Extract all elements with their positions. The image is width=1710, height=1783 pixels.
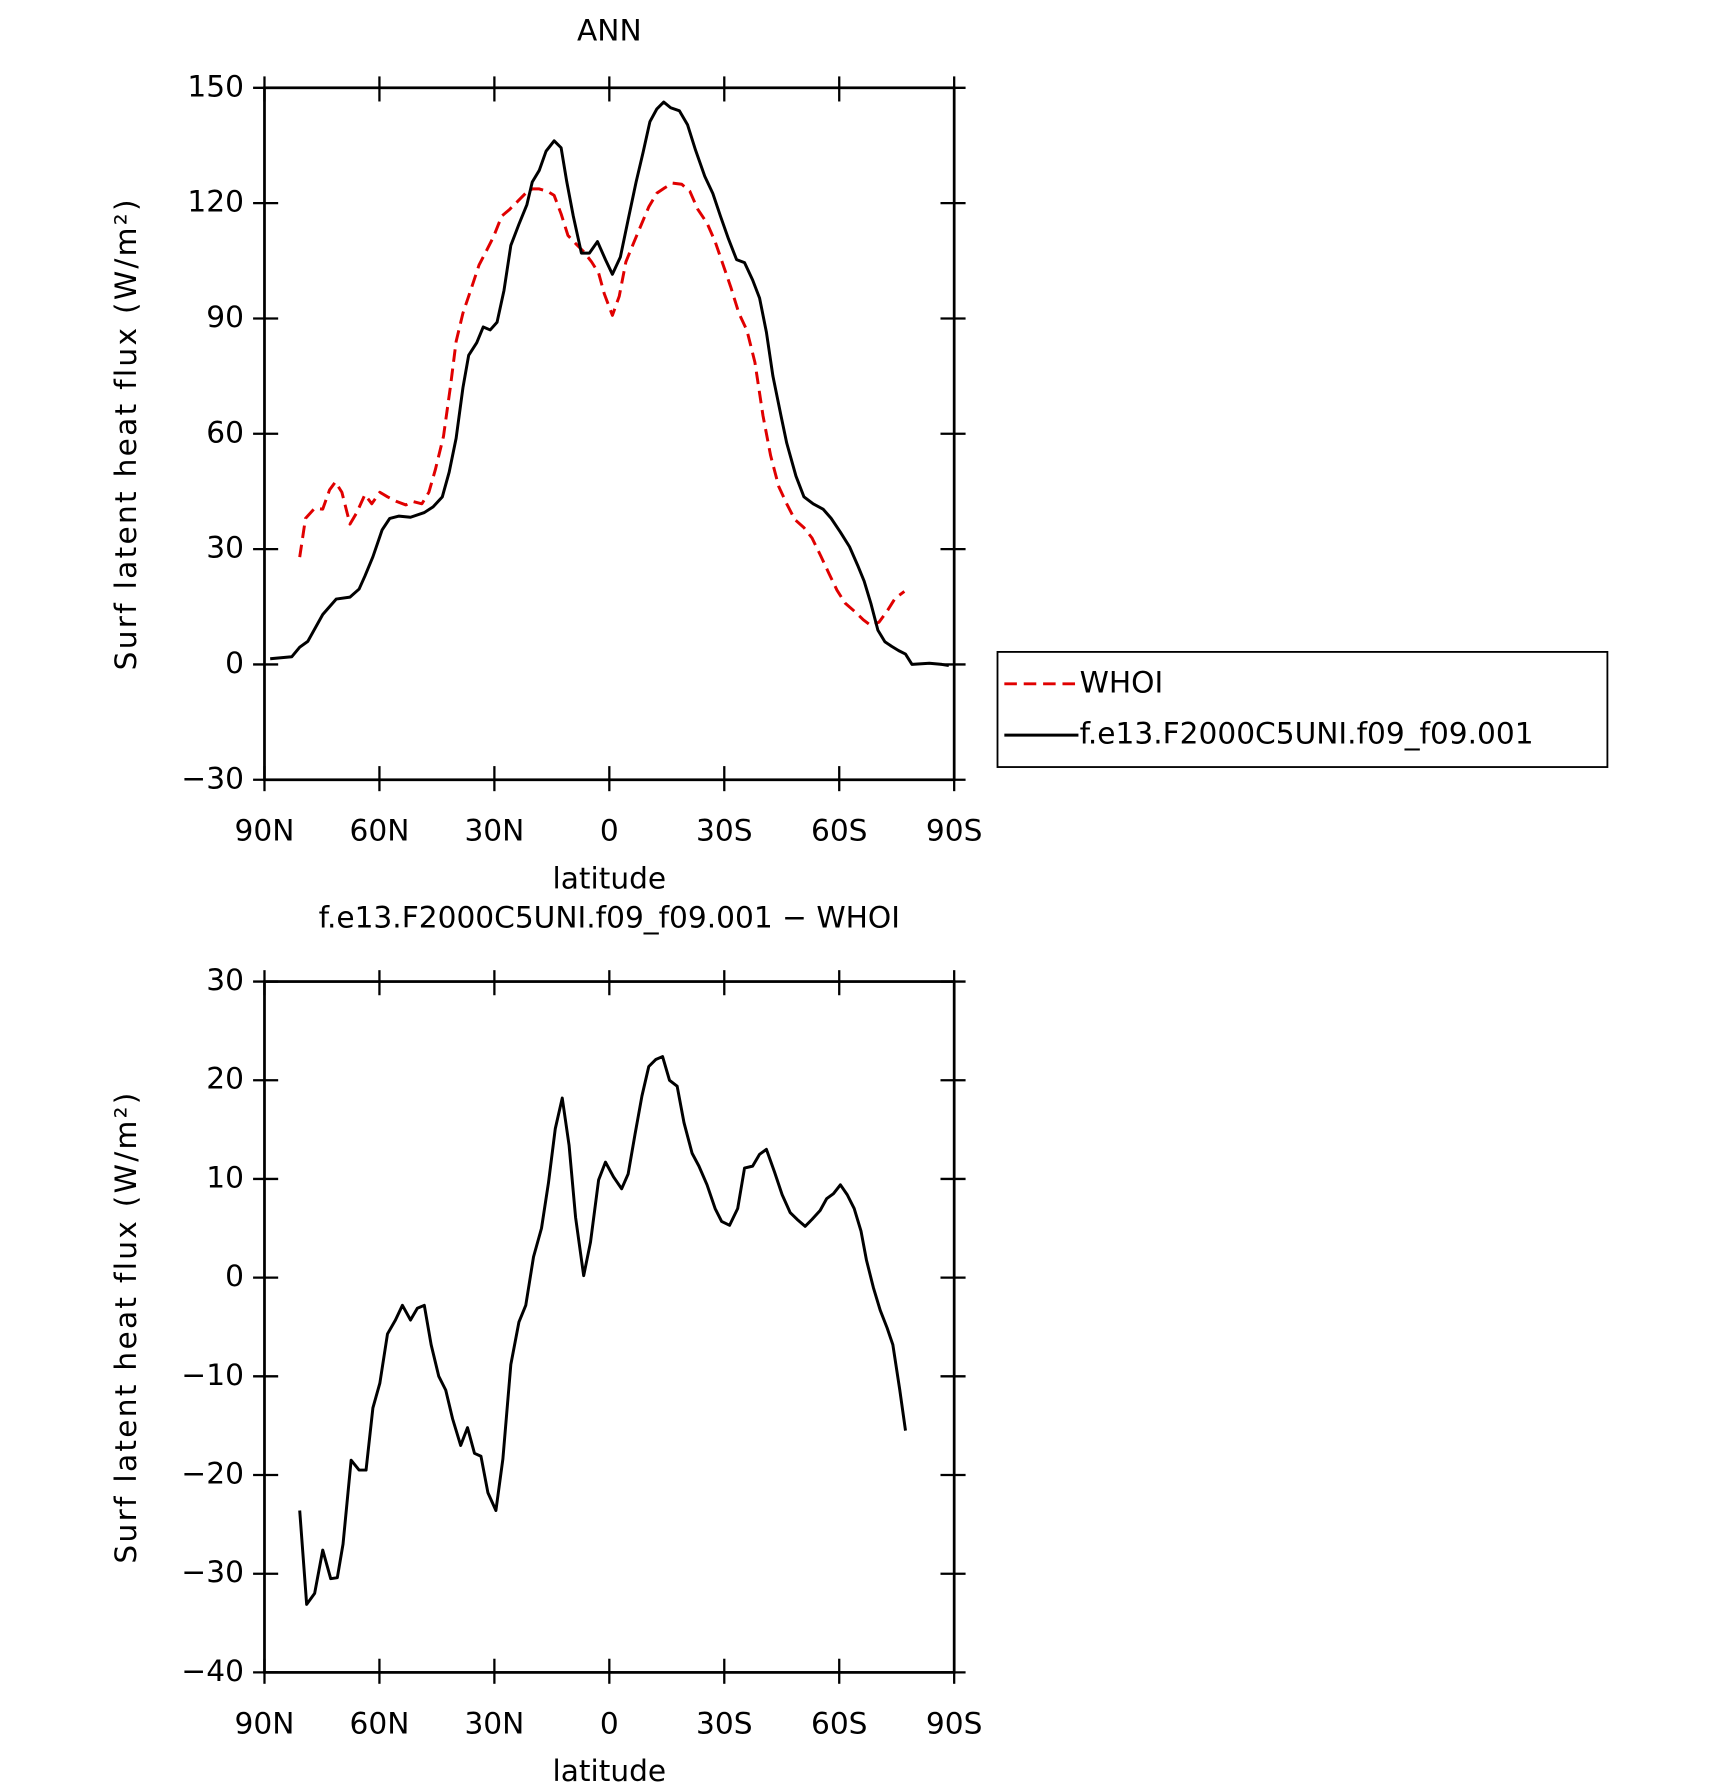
data-line: [298, 181, 906, 628]
x-tick-label: 90S: [926, 813, 983, 848]
plot-frame: [263, 980, 956, 1674]
x-tick-label: 30S: [696, 813, 753, 848]
y-tick-label: −20: [181, 1456, 244, 1491]
y-axis-label: Surf latent heat flux (W/m²): [108, 197, 143, 670]
x-tick-label: 0: [600, 1705, 619, 1740]
x-tick-label: 90N: [235, 1705, 295, 1740]
plot-frame: [263, 86, 956, 782]
data-line: [270, 100, 950, 668]
y-tick-label: 0: [225, 645, 244, 680]
chart-title: f.e13.F2000C5UNI.f09_f09.001 − WHOI: [319, 899, 900, 934]
legend-box: [996, 650, 1609, 768]
x-axis-label: latitude: [553, 1753, 667, 1783]
y-tick-label: 0: [225, 1258, 244, 1293]
y-tick-label: −30: [181, 760, 244, 795]
data-line: [298, 1055, 907, 1606]
y-tick-label: 20: [206, 1061, 244, 1096]
y-tick-label: −40: [181, 1653, 244, 1688]
x-tick-label: 60N: [350, 1705, 410, 1740]
x-tick-label: 0: [600, 813, 619, 848]
y-tick-label: 30: [206, 530, 244, 565]
x-tick-label: 30S: [696, 1705, 753, 1740]
x-tick-label: 60S: [811, 813, 868, 848]
y-tick-label: −30: [181, 1554, 244, 1589]
x-tick-label: 30N: [464, 1705, 524, 1740]
x-axis-label: latitude: [553, 861, 667, 896]
legend-label: f.e13.F2000C5UNI.f09_f09.001: [1080, 716, 1534, 751]
y-tick-label: 10: [206, 1159, 244, 1194]
x-tick-label: 30N: [464, 813, 524, 848]
y-tick-label: 120: [187, 184, 244, 219]
x-tick-label: 60S: [811, 1705, 868, 1740]
legend-label: WHOI: [1080, 664, 1164, 699]
legend: WHOI f.e13.F2000C5UNI.f09_f09.001: [996, 650, 1609, 768]
chart-title: ANN: [577, 12, 642, 47]
x-tick-label: 60N: [350, 813, 410, 848]
x-tick-label: 90N: [235, 813, 295, 848]
y-axis-label: Surf latent heat flux (W/m²): [108, 1090, 143, 1563]
y-tick-label: 150: [187, 68, 244, 103]
y-tick-label: 60: [206, 414, 244, 449]
y-tick-label: −10: [181, 1357, 244, 1392]
y-tick-label: 30: [206, 962, 244, 997]
y-tick-label: 90: [206, 299, 244, 334]
x-tick-label: 90S: [926, 1705, 983, 1740]
